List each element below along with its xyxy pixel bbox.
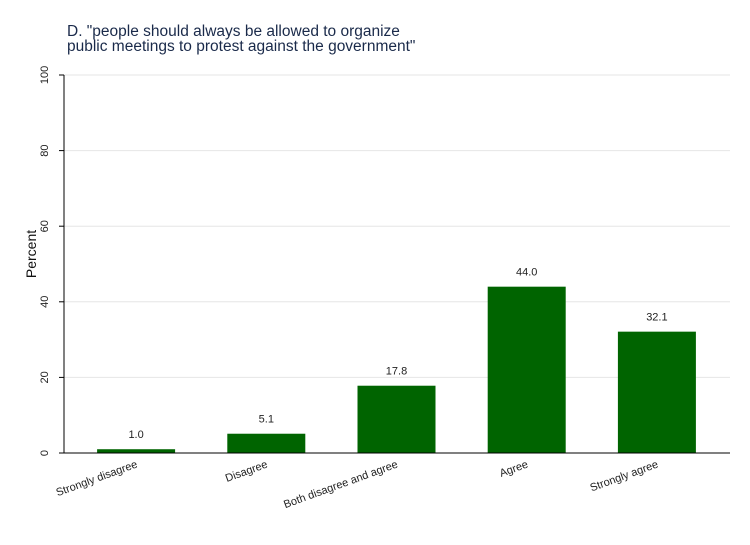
data-label: 5.1 (259, 414, 274, 426)
bar (97, 449, 176, 453)
y-tick-label: 20 (39, 371, 51, 383)
data-label: 1.0 (128, 429, 143, 441)
y-tick-label: 100 (39, 66, 51, 84)
x-tick-label: Strongly agree (589, 459, 660, 495)
x-tick-label: Strongly disagree (55, 459, 140, 500)
bar (487, 286, 566, 453)
x-tick-label: Both disagree and agree (282, 459, 399, 511)
data-label: 17.8 (386, 366, 407, 378)
x-axis-ticks: Strongly disagree Disagree Both disagree a… (55, 459, 660, 511)
data-label: 32.1 (646, 312, 667, 324)
chart-title-line-1: D. "people should always be allowed to o… (67, 23, 400, 40)
y-axis-label: Percent (23, 230, 39, 278)
y-tick-label: 80 (39, 144, 51, 156)
data-label: 44.0 (516, 267, 537, 279)
x-tick-label: Disagree (224, 459, 269, 485)
bar (357, 385, 436, 453)
bars (97, 286, 696, 453)
x-tick-label: Agree (498, 459, 530, 480)
y-tick-label: 40 (39, 296, 51, 308)
y-tick-label: 0 (39, 450, 51, 456)
data-labels: 1.0 5.1 17.8 44.0 32.1 (128, 267, 667, 442)
chart-title-line-2: public meetings to protest against the g… (67, 38, 415, 55)
bar (227, 433, 306, 453)
y-axis-ticks: 0 20 40 60 80 100 (39, 66, 64, 456)
y-tick-label: 60 (39, 220, 51, 232)
bar (617, 331, 696, 453)
